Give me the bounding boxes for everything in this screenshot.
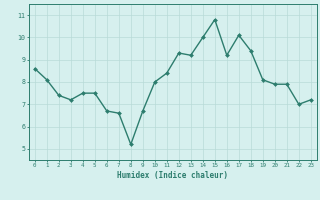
X-axis label: Humidex (Indice chaleur): Humidex (Indice chaleur) (117, 171, 228, 180)
